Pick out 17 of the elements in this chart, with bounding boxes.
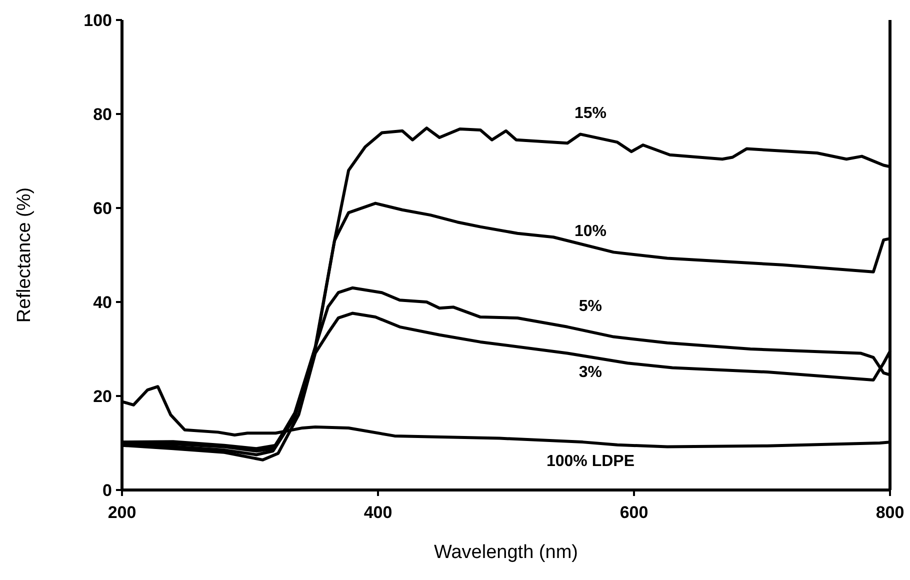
series-label: 100% LDPE — [546, 453, 635, 470]
x-tick-label: 600 — [620, 503, 648, 522]
series-label: 15% — [574, 105, 606, 122]
y-tick-label: 100 — [84, 10, 112, 30]
series-label: 3% — [578, 364, 602, 382]
y-tick-label: 20 — [93, 386, 112, 406]
x-tick-label: 200 — [108, 503, 136, 522]
series-label: 10% — [574, 223, 606, 240]
y-tick-label: 0 — [102, 480, 112, 500]
series-label: 5% — [578, 298, 602, 315]
y-tick-label: 80 — [93, 104, 112, 124]
x-tick-label: 400 — [364, 503, 392, 522]
y-tick-label: 40 — [93, 292, 112, 312]
x-tick-label: 800 — [876, 503, 904, 522]
x-axis-title: Wavelength (nm) — [434, 542, 578, 563]
y-tick-label: 60 — [93, 198, 112, 218]
y-axis-title: Reflectance (%) — [14, 187, 35, 323]
